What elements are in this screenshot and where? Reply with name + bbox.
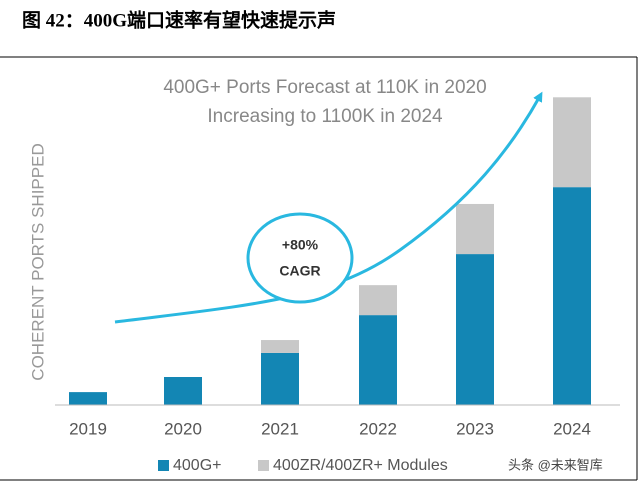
x-tick-label: 2023 — [456, 419, 494, 438]
y-axis-label: COHERENT PORTS SHIPPED — [28, 143, 47, 380]
legend-swatch — [158, 460, 169, 471]
bar-segment — [456, 203, 494, 255]
growth-arrow — [114, 91, 543, 324]
legend-swatch — [258, 460, 269, 471]
bar-segment — [69, 392, 107, 405]
bar-segment — [359, 315, 397, 405]
legend-label: 400G+ — [173, 457, 221, 474]
legend-label: 400ZR/400ZR+ Modules — [273, 457, 448, 474]
cagr-circle — [246, 212, 354, 304]
bar-segment — [553, 97, 591, 188]
callout-text: CAGR — [279, 263, 320, 279]
bar-segment — [456, 254, 494, 405]
x-tick-label: 2022 — [359, 419, 397, 438]
callout-text: +80% — [282, 237, 319, 253]
bar-segment — [164, 377, 202, 405]
x-tick-label: 2024 — [553, 419, 591, 438]
watermark: 头条 @未来智库 — [508, 457, 603, 472]
annotation: 400G+ Ports Forecast at 110K in 2020 — [163, 77, 486, 98]
x-tick-label: 2021 — [261, 419, 299, 438]
chart-title: 图 42：400G端口速率有望快速提示声 — [22, 8, 336, 31]
bar-segment — [553, 187, 591, 405]
x-tick-label: 2019 — [69, 419, 107, 438]
bar-segment — [261, 340, 299, 353]
bar-segment — [359, 285, 397, 316]
annotation: Increasing to 1100K in 2024 — [207, 106, 443, 127]
bar-segment — [261, 352, 299, 405]
x-tick-label: 2020 — [164, 419, 202, 438]
